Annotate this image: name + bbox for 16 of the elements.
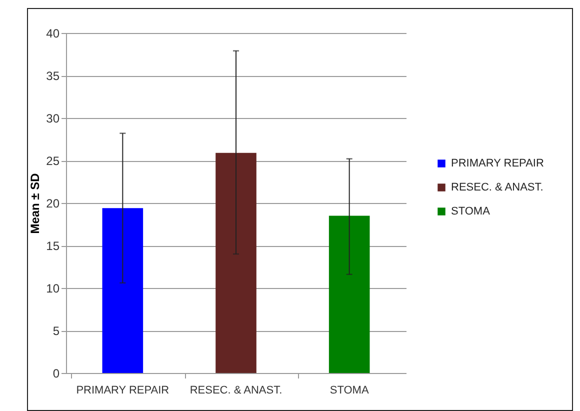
legend-label: RESEC. & ANAST. xyxy=(451,182,544,194)
y-tick-label: 10 xyxy=(46,282,60,296)
y-tick-label: 40 xyxy=(46,26,60,40)
x-tick-label: STOMA xyxy=(330,384,370,396)
y-tick-label: 25 xyxy=(46,154,60,168)
y-tick-label: 30 xyxy=(46,112,60,126)
y-tick-label: 35 xyxy=(46,69,60,83)
y-tick-label: 5 xyxy=(52,324,60,338)
x-tick-label: PRIMARY REPAIR xyxy=(76,384,170,396)
legend-label: STOMA xyxy=(451,206,491,218)
legend-label: PRIMARY REPAIR xyxy=(451,158,544,170)
y-tick-label: 0 xyxy=(52,366,60,380)
y-tick-label: 15 xyxy=(46,239,60,253)
y-tick-label: 20 xyxy=(46,196,60,210)
x-tick-label: RESEC. & ANAST. xyxy=(190,384,282,396)
y-axis-title: Mean ± SD xyxy=(28,172,42,234)
